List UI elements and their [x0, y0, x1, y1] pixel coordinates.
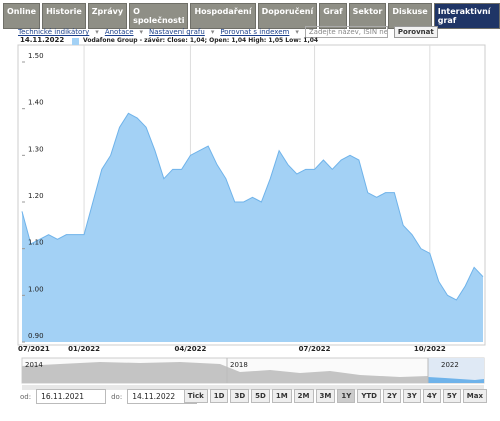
- toolbar-link[interactable]: Porovnat s indexem: [220, 28, 290, 36]
- period-button[interactable]: 5D: [251, 389, 270, 403]
- x-tick-label: 07/2021: [18, 345, 50, 353]
- y-tick-label: 1.20: [28, 192, 44, 200]
- y-tick-label: 1.40: [28, 99, 44, 107]
- tab[interactable]: Hospodaření: [190, 3, 256, 29]
- toolbar: Technické indikátory ▾ Anotace ▾ Nastavení g…: [18, 26, 438, 38]
- compare-button[interactable]: Porovnat: [393, 26, 438, 38]
- tabs: Online Historie Zprávy O společnosti Hospoda…: [3, 3, 500, 29]
- line: [21, 112, 484, 301]
- y-tick-label: 1.30: [28, 145, 44, 153]
- search-input[interactable]: Zadejte název, ISIN nebo: [304, 26, 388, 38]
- period-button[interactable]: YTD: [357, 389, 381, 403]
- toolbar-link[interactable]: Nastavení grafu: [149, 28, 205, 36]
- period-button[interactable]: 5Y: [442, 389, 461, 403]
- dropdown-arrow: ▾: [210, 28, 215, 36]
- dropdown-arrow: ▾: [95, 28, 99, 36]
- dropdown-arrow: ▾: [139, 28, 144, 36]
- to-label: do:: [111, 392, 123, 401]
- period-button[interactable]: 3Y: [402, 389, 421, 403]
- toolbar-link[interactable]: Anotace: [104, 28, 134, 36]
- period-button[interactable]: 1Y: [337, 389, 356, 403]
- period-button[interactable]: 2Y: [382, 389, 401, 403]
- period-button[interactable]: 1M: [271, 389, 292, 403]
- tab[interactable]: Historie: [42, 3, 86, 29]
- toolbar-link[interactable]: Technické indikátory: [18, 28, 90, 36]
- tab[interactable]: O společnosti: [129, 3, 189, 29]
- x-tick-label: 01/2022: [68, 345, 100, 353]
- date-range: od: 16.11.2021 do: 14.11.2022: [20, 389, 198, 404]
- navigator-label: 2022: [441, 361, 459, 369]
- y-tick-label: 0.90: [28, 332, 44, 340]
- from-label: od:: [20, 392, 32, 401]
- navigator-label: 2014: [25, 361, 43, 369]
- x-tick-label: 07/2022: [299, 345, 331, 353]
- area: [22, 113, 483, 342]
- legend-swatch: [72, 38, 79, 45]
- tab[interactable]: Zprávy: [87, 3, 128, 29]
- period-button[interactable]: Tick: [183, 389, 208, 403]
- tab[interactable]: Interaktivní graf: [433, 3, 500, 29]
- y-tick-label: 1.10: [28, 239, 44, 247]
- period-button[interactable]: 1D: [209, 389, 229, 403]
- period-button[interactable]: 3D: [230, 389, 250, 403]
- x-tick-label: 04/2022: [175, 345, 207, 353]
- legend-label: Vodafone Group - závěr: Close: 1,04; Ope…: [83, 37, 318, 44]
- period-button[interactable]: Max: [462, 389, 487, 403]
- dropdown-arrow: ▾: [295, 28, 299, 36]
- from-input[interactable]: 16.11.2021: [36, 389, 107, 404]
- period-button[interactable]: 4Y: [422, 389, 441, 403]
- period-button[interactable]: 3M: [315, 389, 336, 403]
- y-tick-label: 1.00: [28, 285, 44, 293]
- tab[interactable]: Diskuse: [388, 3, 432, 29]
- period-button[interactable]: 2M: [293, 389, 314, 403]
- tab[interactable]: Graf: [319, 3, 347, 29]
- tab[interactable]: Sektor: [348, 3, 387, 29]
- chart-date: 14.11.2022: [20, 36, 64, 44]
- navigator-history: [22, 362, 428, 383]
- tab[interactable]: Doporučení: [257, 3, 318, 29]
- period-buttons: Tick 1D 3D 5D 1M 2M 3M 1Y YTD 2Y 3Y 4Y 5Y Max: [183, 389, 487, 403]
- navigator-series: [428, 377, 484, 383]
- scrollbar[interactable]: [22, 385, 484, 390]
- x-tick-label: 10/2022: [414, 345, 446, 353]
- navigator-label: 2018: [230, 361, 248, 369]
- tab[interactable]: Online: [3, 3, 41, 29]
- y-tick-label: 1.50: [28, 52, 44, 60]
